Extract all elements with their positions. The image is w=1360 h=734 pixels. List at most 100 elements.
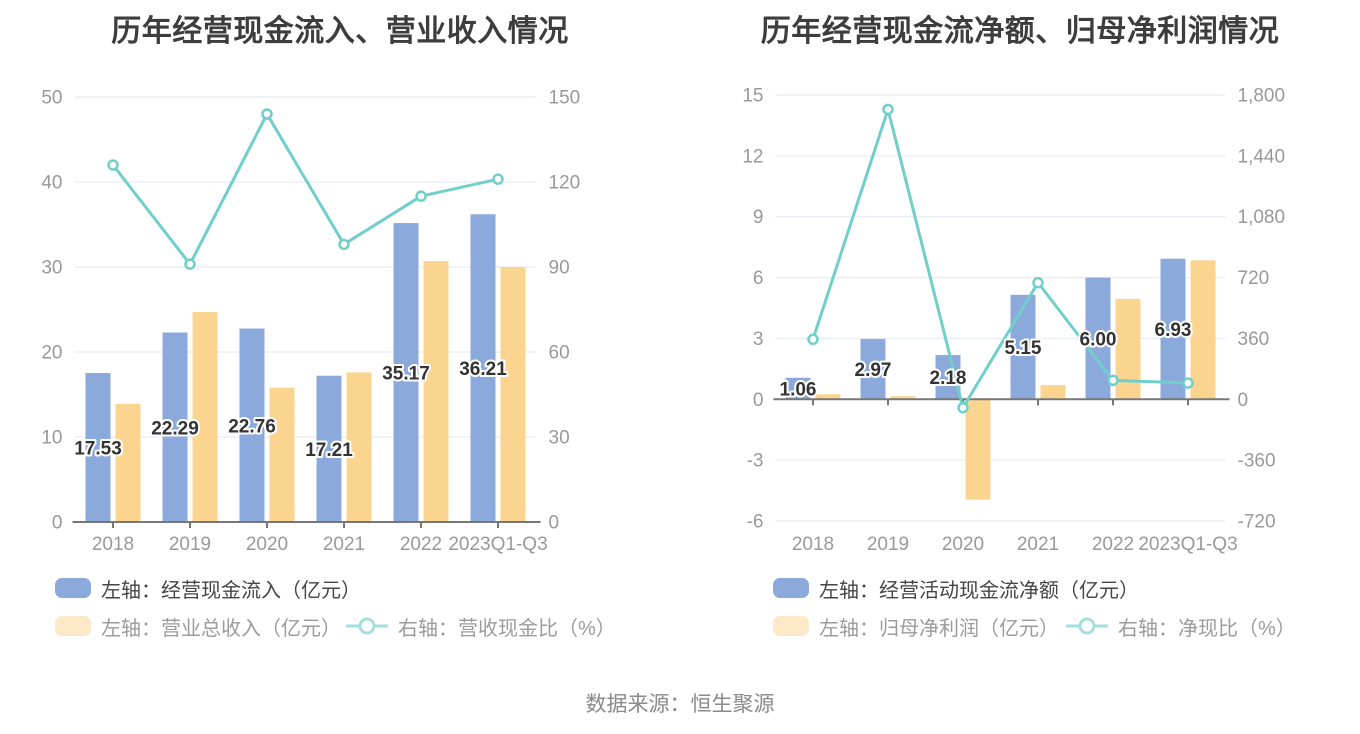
bar-operating-cash-inflow	[470, 214, 496, 522]
bar-operating-cash-inflow	[85, 372, 111, 522]
left-axis-tick-label: 20	[41, 343, 62, 364]
bar-net-profit-to-parent	[1190, 260, 1216, 400]
blue-bar-swatch-icon	[773, 578, 809, 598]
legend-item-revenue-cash-ratio: 右轴：营收现金比（%）	[345, 615, 616, 640]
bar-total-operating-revenue	[269, 387, 295, 522]
right-axis-tick-label: 30	[549, 428, 570, 449]
right-axis-tick-label: 1,440	[1238, 146, 1286, 167]
bar-data-label: 35.17	[382, 364, 430, 385]
line-net-cash-ratio	[811, 107, 1189, 410]
left-axis-tick-label: 40	[41, 173, 62, 194]
bar-data-label: 5.15	[1005, 338, 1042, 359]
left-axis-tick-label: 3	[753, 329, 764, 350]
bar-data-label: 17.53	[74, 438, 122, 459]
legend-item-cash-inflow: 左轴：经营现金流入（亿元）	[55, 577, 675, 602]
x-axis-label: 2023Q1-Q3	[448, 534, 547, 555]
legend: 左轴：经营现金流入（亿元） 左轴：营业总收入（亿元） 右轴：营收现金比（%）	[55, 577, 675, 640]
right-axis-tick-label: 720	[1238, 268, 1270, 289]
chart-title: 历年经营现金流净额、归母净利润情况	[760, 15, 1280, 48]
legend-item-net-cash-flow: 左轴：经营活动现金流净额（亿元）	[773, 577, 1360, 602]
bar-data-label: 6.00	[1080, 329, 1117, 350]
left-axis-tick-label: 10	[41, 428, 62, 449]
line-marker	[107, 159, 119, 171]
bar-net-profit-to-parent	[965, 399, 991, 500]
legend-row: 左轴：归母净利润（亿元） 右轴：净现比（%）	[773, 615, 1360, 640]
bar-net-operating-cash-flow	[860, 339, 886, 400]
legend-item-net-cash-ratio: 右轴：净现比（%）	[1065, 615, 1296, 640]
left-axis-tick-label: 30	[41, 258, 62, 279]
legend-row: 左轴：营业总收入（亿元） 右轴：营收现金比（%）	[55, 615, 675, 640]
bar-data-label: 22.29	[151, 418, 199, 439]
bar-net-operating-cash-flow	[1085, 277, 1111, 400]
bar-total-operating-revenue	[500, 267, 526, 522]
bar-operating-cash-inflow	[393, 223, 419, 522]
x-axis-label: 2023Q1-Q3	[1138, 534, 1237, 555]
left-axis-tick-label: 0	[52, 513, 63, 534]
x-axis-label: 2020	[942, 534, 984, 555]
line-revenue-cash-ratio	[111, 112, 499, 266]
line-marker	[492, 173, 504, 185]
line-marker	[415, 190, 427, 202]
bar-data-label: 2.18	[930, 368, 967, 389]
left-axis-tick-label: 12	[742, 146, 763, 167]
line-marker	[882, 103, 894, 116]
right-axis-tick-label: 1,800	[1238, 86, 1286, 107]
line-marker	[261, 108, 273, 120]
left-axis-tick-label: 0	[753, 390, 764, 411]
x-axis-label: 2020	[246, 534, 288, 555]
chart-panel-cash-inflow: 历年经营现金流入、营业收入情况 50 40 30 20 10 0 150 120 90 60 30 0…	[0, 0, 680, 660]
bar-net-profit-to-parent	[1115, 298, 1141, 400]
chart-panel-net-cash-flow: 历年经营现金流净额、归母净利润情况 15 12 9 6 3 0 -3 -6 1,800 1,440…	[680, 0, 1360, 660]
right-axis-tick-label: -720	[1238, 512, 1276, 533]
left-axis-tick-label: 9	[753, 207, 764, 228]
right-axis-tick-label: -360	[1238, 451, 1276, 472]
left-axis-tick-label: 15	[742, 86, 763, 107]
x-axis-label: 2021	[323, 534, 365, 555]
right-axis-tick-label: 360	[1238, 329, 1270, 350]
bar-total-operating-revenue	[192, 312, 218, 522]
bar-total-operating-revenue	[346, 372, 372, 522]
bar-operating-cash-inflow	[316, 375, 342, 522]
bar-net-profit-to-parent	[815, 394, 841, 400]
left-axis-tick-label: -3	[747, 451, 764, 472]
left-axis-tick-label: -6	[747, 512, 764, 533]
blue-bar-swatch-icon	[55, 578, 91, 598]
line-marker	[184, 258, 196, 270]
bar-net-profit-to-parent	[890, 396, 916, 400]
x-axis-label: 2022	[1092, 534, 1134, 555]
orange-bar-swatch-icon	[773, 616, 809, 636]
legend-label: 左轴：归母净利润（亿元）	[819, 617, 1059, 640]
bar-net-profit-to-parent	[1040, 385, 1066, 400]
legend-label: 左轴：经营现金流入（亿元）	[101, 579, 361, 602]
combo-chart-net-cash-flow-profit: 15 12 9 6 3 0 -3 -6 1,800 1,440 1,080 720 360 0 -360 -7…	[742, 86, 1286, 556]
x-axis-label: 2019	[867, 534, 909, 555]
bar-data-label: 36.21	[459, 359, 507, 380]
x-axis-label: 2018	[792, 534, 834, 555]
left-axis-tick-label: 6	[753, 268, 764, 289]
line-marker	[957, 401, 969, 414]
bar-data-label: 6.93	[1155, 320, 1192, 341]
bar-total-operating-revenue	[115, 403, 141, 522]
line-legend-marker-icon	[1066, 617, 1108, 635]
line-legend-marker-icon	[346, 617, 388, 635]
line-marker	[1182, 377, 1194, 389]
left-axis-tick-label: 50	[41, 88, 62, 109]
right-axis-tick-label: 1,080	[1238, 207, 1286, 228]
x-axis-label: 2018	[92, 534, 134, 555]
legend-label: 右轴：净现比（%）	[1118, 617, 1296, 640]
legend-label: 左轴：经营活动现金流净额（亿元）	[819, 579, 1139, 602]
bar-data-label: 17.21	[305, 440, 353, 461]
x-axis-label: 2021	[1017, 534, 1059, 555]
combo-chart-cash-inflow-revenue: 50 40 30 20 10 0 150 120 90 60 30 0 2018 2019 2020 2021…	[41, 88, 580, 556]
bar-net-operating-cash-flow	[1010, 294, 1036, 400]
orange-bar-swatch-icon	[55, 616, 91, 636]
right-axis-tick-label: 0	[1238, 390, 1249, 411]
legend: 左轴：经营活动现金流净额（亿元） 左轴：归母净利润（亿元） 右轴：净现比（%）	[773, 577, 1360, 640]
bar-data-label: 1.06	[780, 380, 817, 401]
right-axis-tick-label: 90	[549, 258, 570, 279]
right-axis-tick-label: 0	[549, 513, 560, 534]
legend-label: 左轴：营业总收入（亿元）	[101, 617, 341, 640]
bar-operating-cash-inflow	[239, 328, 265, 522]
bar-data-label: 22.76	[228, 416, 276, 437]
